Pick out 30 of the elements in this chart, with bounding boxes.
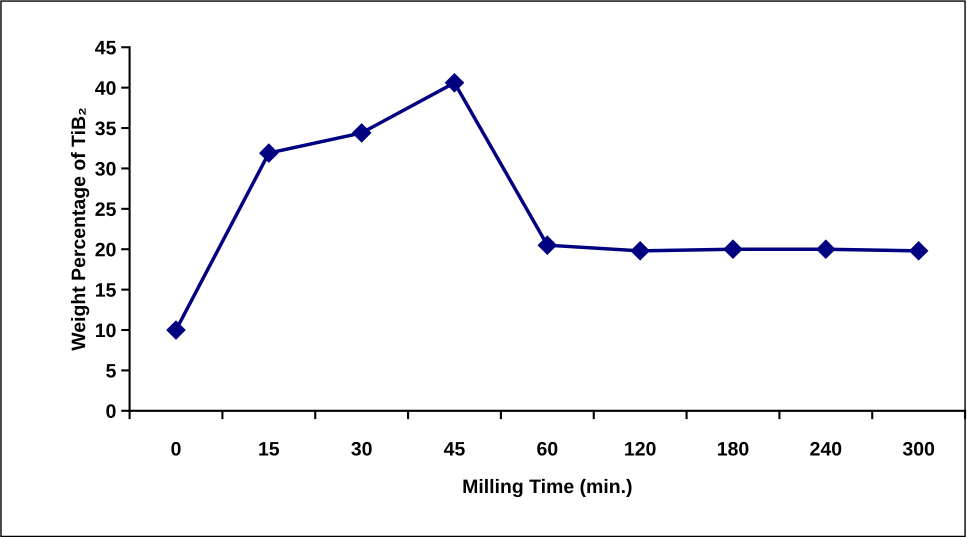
point (538, 236, 557, 255)
point (630, 241, 650, 260)
x-tick-label: 60 (537, 442, 558, 456)
x-tick-label: 30 (351, 442, 372, 456)
x-tick-label: 240 (810, 442, 842, 456)
x-tick-label: 15 (259, 442, 280, 456)
point (166, 320, 186, 340)
y-tick-label: 45 (95, 40, 116, 54)
point (723, 240, 743, 259)
y-axis-title: Weight Percentage of TiB₂ (70, 108, 90, 351)
point (444, 73, 464, 92)
y-tick-label: 35 (95, 122, 116, 136)
y-tick-label: 20 (95, 242, 116, 256)
y-tick-label: 5 (106, 364, 116, 378)
y-tick-label: 0 (106, 404, 116, 418)
point (259, 144, 278, 163)
x-tick-label: 300 (902, 442, 934, 456)
x-tick-label: 120 (625, 442, 656, 456)
x-tick-label: 0 (171, 442, 181, 456)
y-tick-label: 30 (95, 162, 116, 176)
point (352, 123, 372, 142)
point (909, 241, 928, 260)
point (816, 240, 836, 259)
y-tick-label: 40 (95, 81, 116, 95)
x-axis-title: Milling Time (min.) (463, 478, 632, 498)
x-tick-label: 180 (718, 442, 748, 456)
y-tick-label: 15 (96, 283, 116, 297)
y-tick-label: 10 (96, 323, 116, 338)
x-tick-label: 45 (444, 442, 465, 456)
y-tick-label: 25 (95, 202, 116, 216)
